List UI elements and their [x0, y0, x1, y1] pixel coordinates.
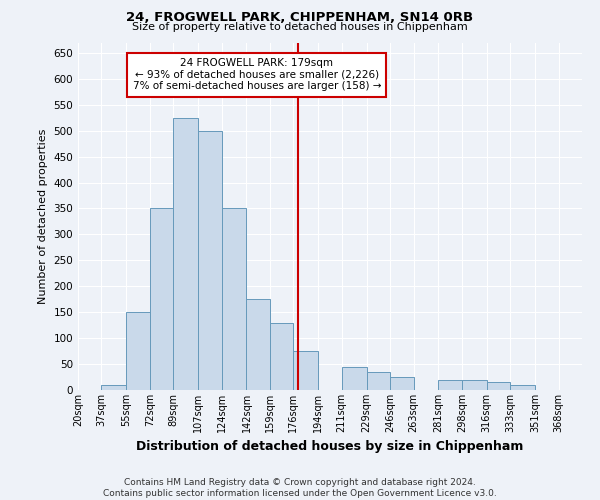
Text: Contains HM Land Registry data © Crown copyright and database right 2024.
Contai: Contains HM Land Registry data © Crown c…: [103, 478, 497, 498]
Text: 24 FROGWELL PARK: 179sqm
← 93% of detached houses are smaller (2,226)
7% of semi: 24 FROGWELL PARK: 179sqm ← 93% of detach…: [133, 58, 381, 92]
Bar: [487, 382, 510, 390]
Bar: [510, 385, 535, 390]
Bar: [390, 377, 413, 390]
Bar: [150, 208, 173, 390]
Bar: [462, 380, 487, 390]
Bar: [342, 366, 367, 390]
Text: Size of property relative to detached houses in Chippenham: Size of property relative to detached ho…: [132, 22, 468, 32]
Bar: [221, 208, 247, 390]
Bar: [439, 380, 462, 390]
Bar: [173, 118, 198, 390]
Bar: [127, 312, 150, 390]
Bar: [198, 130, 221, 390]
Bar: [247, 299, 270, 390]
Bar: [293, 351, 318, 390]
Text: 24, FROGWELL PARK, CHIPPENHAM, SN14 0RB: 24, FROGWELL PARK, CHIPPENHAM, SN14 0RB: [127, 11, 473, 24]
X-axis label: Distribution of detached houses by size in Chippenham: Distribution of detached houses by size …: [136, 440, 524, 454]
Bar: [367, 372, 390, 390]
Bar: [101, 385, 127, 390]
Y-axis label: Number of detached properties: Number of detached properties: [38, 128, 48, 304]
Bar: [270, 322, 293, 390]
